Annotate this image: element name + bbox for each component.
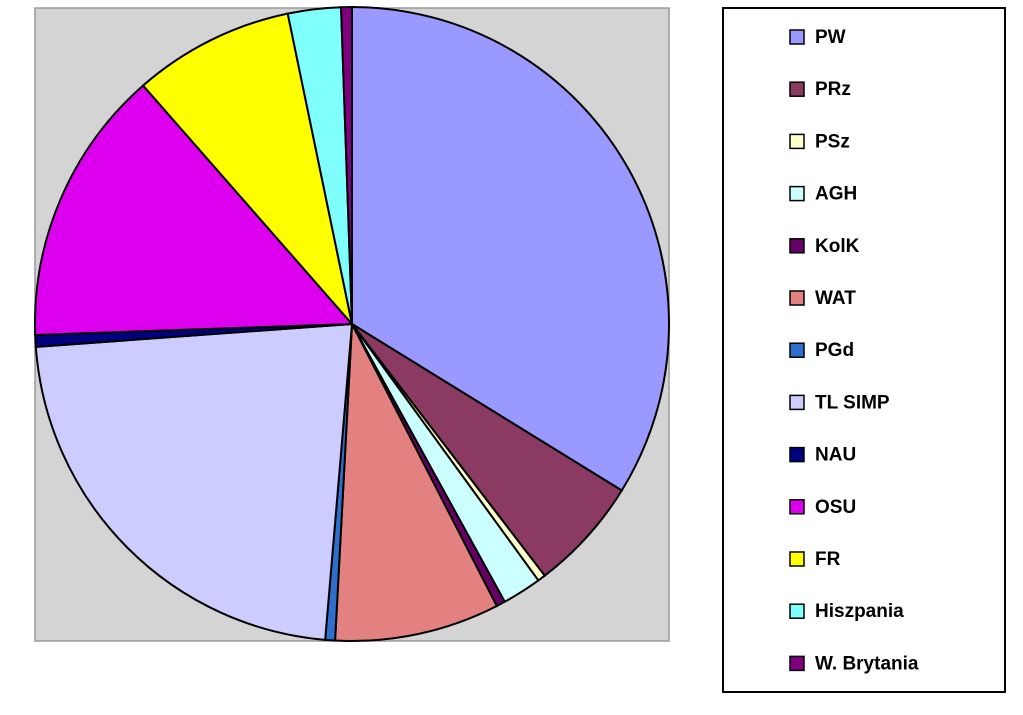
legend-label: FR	[815, 549, 841, 570]
legend-label: OSU	[815, 497, 856, 518]
legend-label: PRz	[815, 79, 851, 100]
pie-slice	[34, 322, 354, 641]
legend-swatch	[789, 29, 805, 45]
legend-swatch	[789, 185, 805, 202]
legend-label: Hiszpania	[815, 601, 904, 622]
legend-label: KolK	[815, 236, 860, 257]
pie-slice	[34, 84, 355, 336]
pie-slice	[340, 5, 353, 325]
legend-swatch	[789, 133, 805, 150]
legend-label: PGd	[815, 340, 854, 361]
pie-slice	[141, 12, 354, 328]
legend-swatch	[789, 342, 805, 358]
legend-swatch	[789, 551, 805, 567]
legend-swatch	[789, 499, 805, 515]
legend-label: NAU	[815, 445, 856, 466]
legend-label: PSz	[815, 131, 850, 152]
legend-swatch	[789, 603, 805, 619]
pie-slice	[334, 320, 499, 642]
legend-label: AGH	[815, 184, 857, 205]
pie-slice	[351, 5, 670, 492]
legend-swatch	[789, 446, 805, 463]
legend-label: TL SIMP	[815, 392, 890, 413]
legend-swatch	[789, 81, 805, 97]
legend-swatch	[789, 655, 805, 672]
legend-box	[722, 7, 1006, 693]
legend-label: PW	[815, 27, 846, 48]
legend-label: W. Brytania	[815, 653, 919, 674]
legend-swatch	[789, 394, 805, 411]
legend-swatch	[789, 238, 805, 254]
legend-swatch	[789, 290, 805, 306]
legend-label: WAT	[815, 288, 856, 309]
